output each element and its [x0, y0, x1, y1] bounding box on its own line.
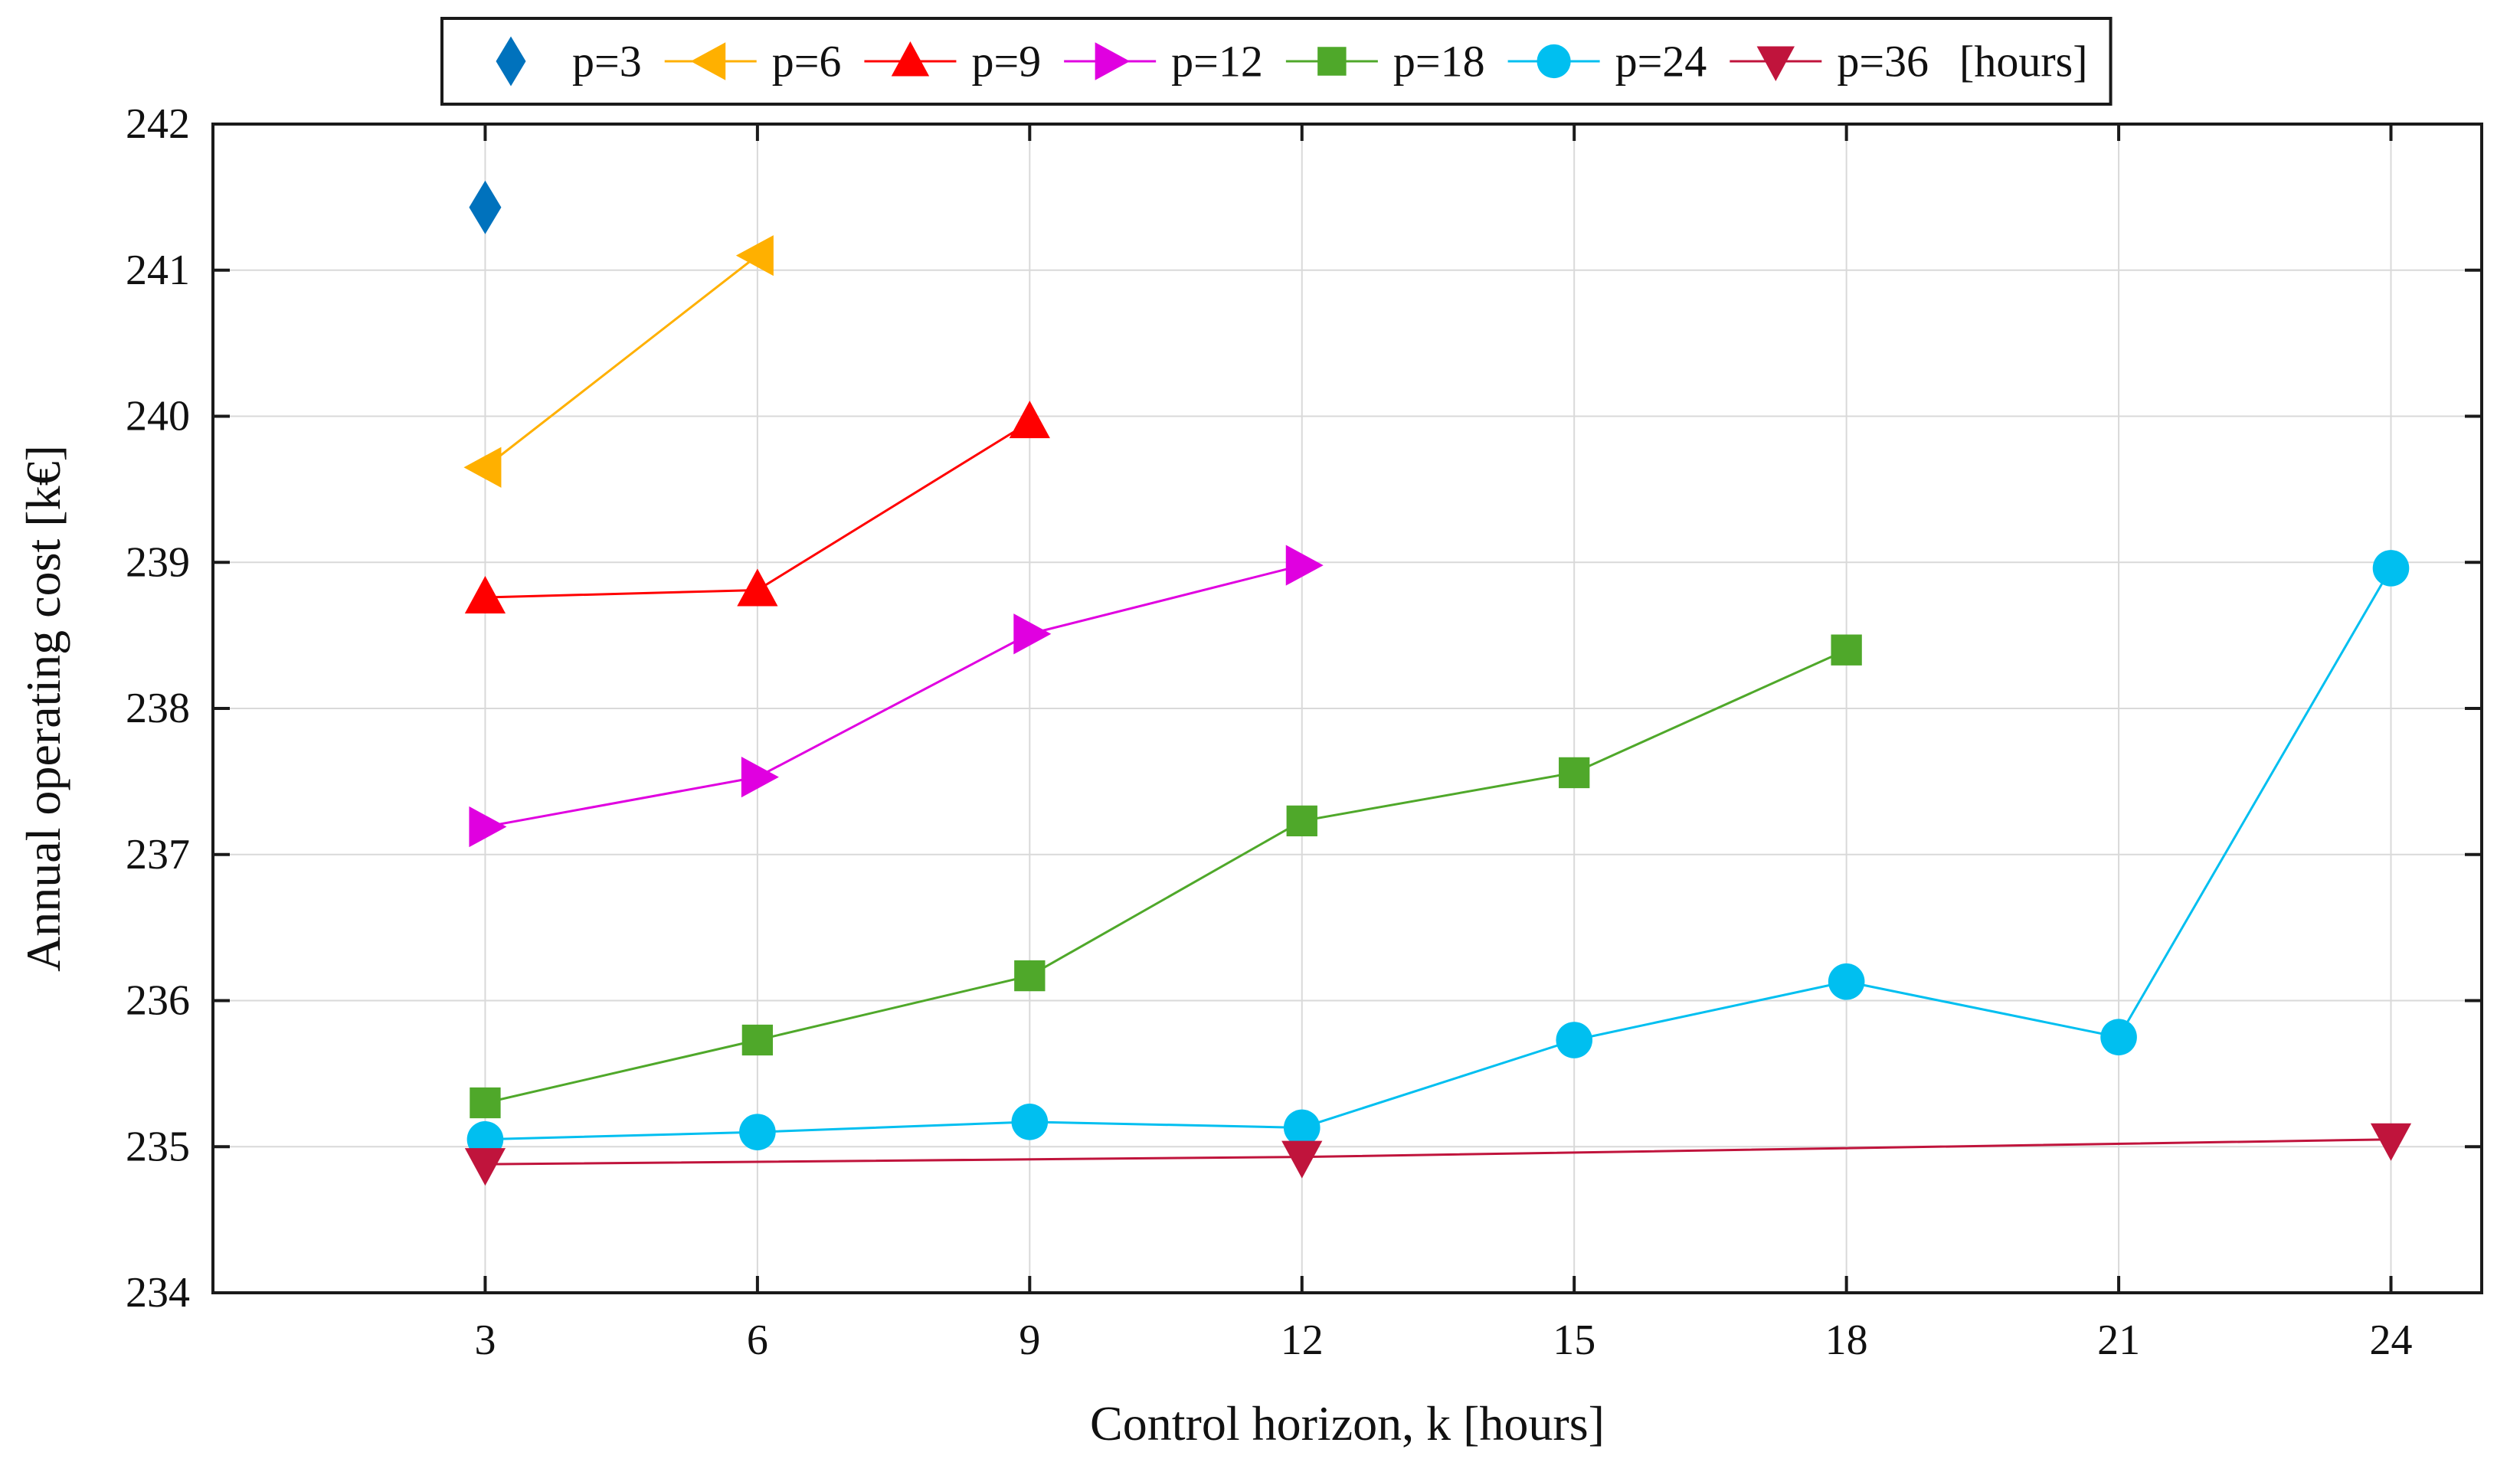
series-p-24: [466, 550, 2410, 1158]
legend-item-p-36: p=36: [1730, 37, 1929, 87]
x-axis-title: Control horizon, k [hours]: [1090, 1396, 1605, 1451]
data-point-p-3: [469, 180, 502, 234]
legend-marker-p-18: [1317, 47, 1347, 76]
data-point-p-36: [464, 1148, 506, 1186]
data-point-p-24: [2100, 1019, 2137, 1055]
legend-item-p-3: p=3: [496, 36, 642, 87]
legend-item-p-6: p=6: [664, 37, 842, 87]
y-tick-label: 238: [126, 685, 190, 732]
x-tick-label: 9: [1019, 1317, 1040, 1364]
x-tick-label: 6: [747, 1317, 768, 1364]
data-point-p-24: [1828, 963, 1865, 1000]
data-point-p-9: [737, 568, 778, 607]
series-line-p-12: [485, 564, 1303, 828]
data-point-p-18: [1286, 805, 1317, 837]
x-tick-label: 18: [1825, 1317, 1868, 1364]
y-tick-label: 234: [126, 1269, 190, 1317]
y-axis: 234 235 236 237 238 239 240 241 242: [126, 100, 2482, 1317]
legend-label-p-36: p=36: [1837, 37, 1929, 87]
data-point-p-9: [464, 576, 506, 614]
legend-item-p-9: p=9: [864, 37, 1041, 87]
y-tick-label: 240: [126, 393, 190, 440]
legend-label-p-6: p=6: [772, 37, 842, 87]
legend: p=3 p=6 p=9 p=12 p=18 p=24 p=36 [hours]: [440, 17, 2113, 106]
series-p-18: [470, 634, 1862, 1119]
series-p-6: [463, 235, 774, 488]
data-point-p-36: [2370, 1123, 2412, 1161]
legend-label-p-3: p=3: [572, 37, 642, 87]
data-point-p-24: [2372, 550, 2410, 587]
x-tick-label: 24: [2370, 1317, 2413, 1364]
x-tick-label: 15: [1553, 1317, 1595, 1364]
y-tick-label: 236: [126, 977, 190, 1025]
legend-label-p-9: p=9: [971, 37, 1041, 87]
legend-marker-p-3: [496, 36, 526, 87]
series-layer: [463, 180, 2412, 1186]
x-tick-label: 3: [474, 1317, 496, 1364]
legend-label-p-24: p=24: [1615, 37, 1707, 87]
y-axis-title: Annual operating cost [k€]: [16, 445, 70, 972]
legend-marker-p-12: [1095, 42, 1131, 80]
series-p-12: [469, 545, 1324, 848]
legend-unit-label: [hours]: [1959, 37, 2088, 87]
data-point-p-18: [741, 1024, 774, 1056]
data-point-p-18: [470, 1087, 501, 1119]
x-axis: 3 6 9 12 15 18 21 24: [474, 124, 2413, 1364]
series-line-p-6: [484, 254, 758, 469]
x-tick-label: 21: [2097, 1317, 2140, 1364]
y-tick-label: 237: [126, 831, 190, 878]
legend-marker-p-6: [690, 42, 726, 80]
data-point-p-24: [1011, 1104, 1049, 1140]
data-point-p-18: [1559, 757, 1590, 789]
data-point-p-18: [1014, 960, 1046, 992]
x-tick-label: 12: [1281, 1317, 1324, 1364]
series-line-p-24: [485, 568, 2392, 1141]
series-line-p-18: [485, 649, 1847, 1104]
legend-item-p-12: p=12: [1064, 37, 1263, 87]
y-tick-label: 235: [126, 1123, 190, 1170]
legend-label-p-12: p=12: [1171, 37, 1263, 87]
series-p-9: [464, 401, 1050, 614]
data-point-p-12: [1285, 545, 1324, 586]
data-point-p-24: [1556, 1022, 1592, 1058]
data-point-p-12: [741, 757, 779, 798]
legend-item-p-24: p=24: [1507, 37, 1707, 87]
data-point-p-6: [735, 235, 774, 276]
data-point-p-18: [1831, 634, 1862, 666]
y-tick-label: 239: [126, 538, 190, 586]
data-point-p-24: [1283, 1109, 1321, 1147]
y-tick-label: 241: [126, 247, 190, 294]
grid: [213, 124, 2482, 1293]
series-p-3: [469, 180, 502, 234]
data-point-p-24: [739, 1114, 776, 1150]
y-tick-label: 242: [126, 100, 190, 148]
series-p-36: [464, 1123, 2412, 1186]
data-point-p-12: [1013, 613, 1052, 655]
data-point-p-6: [463, 447, 502, 488]
legend-marker-p-36: [1756, 46, 1795, 81]
legend-label-p-18: p=18: [1393, 37, 1485, 87]
data-point-p-12: [469, 806, 507, 848]
data-point-p-9: [1009, 401, 1050, 439]
data-point-p-36: [1281, 1140, 1323, 1179]
legend-item-p-18: p=18: [1285, 37, 1485, 87]
legend-marker-p-9: [891, 41, 930, 77]
legend-marker-p-24: [1537, 44, 1571, 79]
